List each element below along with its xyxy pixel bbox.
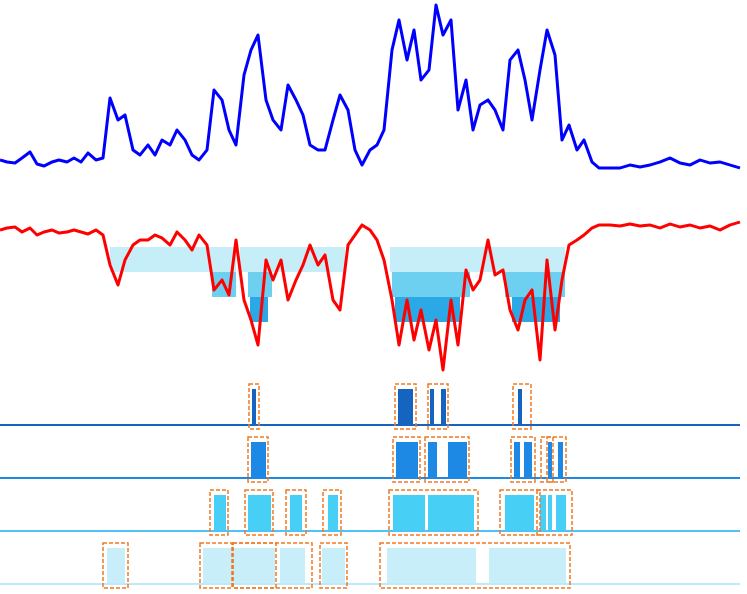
threshold-band: [392, 272, 470, 297]
event-bar: [290, 495, 302, 531]
event-bar: [203, 548, 275, 584]
event-box: [512, 383, 532, 430]
event-bar: [396, 442, 418, 478]
event-box: [394, 383, 417, 430]
event-bar: [393, 495, 425, 531]
signal-line: [0, 220, 741, 372]
threshold-band: [250, 297, 268, 322]
event-bar: [489, 548, 566, 584]
event-bar: [540, 495, 546, 531]
event-box: [248, 383, 260, 430]
event-box: [285, 489, 307, 536]
event-bar: [248, 495, 271, 531]
event-box: [247, 436, 269, 483]
event-bar: [428, 495, 474, 531]
event-box: [102, 542, 129, 589]
event-bar: [107, 548, 125, 584]
event-bar: [514, 442, 520, 478]
event-bar: [518, 389, 522, 425]
threshold-band: [248, 272, 272, 297]
event-bar: [505, 495, 534, 531]
event-bar: [556, 495, 566, 531]
event-bar: [430, 389, 434, 425]
event-bar: [252, 389, 256, 425]
event-box: [499, 489, 541, 536]
event-bar: [558, 442, 563, 478]
threshold-band: [505, 272, 565, 297]
threshold-band: [390, 247, 565, 272]
event-box: [392, 436, 421, 483]
event-bar: [428, 442, 437, 478]
event-box: [199, 542, 233, 589]
event-box: [546, 436, 567, 483]
event-bar: [387, 548, 476, 584]
event-bar: [214, 495, 226, 531]
event-bar: [280, 548, 305, 584]
event-bar: [548, 495, 552, 531]
event-bar: [251, 442, 266, 478]
event-box: [322, 489, 342, 536]
event-box: [232, 542, 313, 589]
signal-line: [0, 3, 741, 170]
event-box: [244, 489, 274, 536]
event-bar: [328, 495, 338, 531]
event-box: [536, 489, 573, 536]
threshold-band: [240, 247, 345, 272]
event-box: [209, 489, 229, 536]
event-box: [319, 542, 348, 589]
event-bar: [524, 442, 532, 478]
event-box: [510, 436, 536, 483]
event-box: [424, 436, 470, 483]
event-box: [379, 542, 571, 589]
event-bar: [448, 442, 467, 478]
event-box: [388, 489, 479, 536]
event-bar: [322, 548, 345, 584]
event-box: [427, 383, 449, 430]
event-bar: [398, 389, 413, 425]
event-bar: [548, 442, 552, 478]
event-bar: [441, 389, 446, 425]
